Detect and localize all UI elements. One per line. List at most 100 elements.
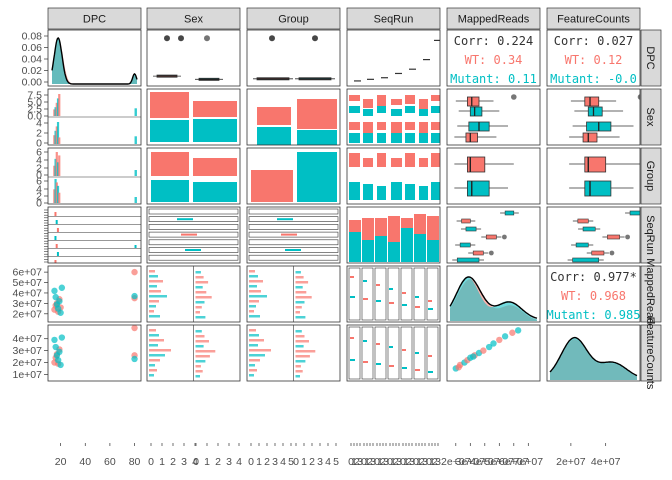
mosaic-tile [251, 170, 293, 202]
hist-bar [295, 330, 302, 333]
mosaic-tile [431, 95, 440, 101]
x-tick-label: 0 [361, 456, 367, 468]
seqrun-bar [362, 218, 374, 240]
seqrun-bar [349, 232, 361, 262]
density-mutant [52, 38, 137, 84]
hist-bar [415, 369, 420, 371]
facet-strip [148, 216, 239, 222]
y-tick-label: 2 [36, 191, 42, 203]
hist-bar [249, 364, 255, 367]
outlier [502, 234, 507, 240]
mosaic-tile [377, 133, 386, 143]
y-tick-label: 4 [36, 155, 42, 167]
point-mutant [485, 343, 493, 351]
panel-frame [246, 265, 341, 323]
hist-bar [134, 197, 137, 203]
hist-bar [249, 275, 258, 278]
facet-strip [374, 267, 387, 321]
x-tick-label: 2 [354, 456, 360, 468]
mosaic-tile [405, 106, 415, 113]
mosaic-tile [151, 152, 189, 176]
row-strip-label: SeqRun [644, 215, 656, 255]
x-tick-label: 4 [236, 456, 242, 468]
hist-bar [295, 350, 316, 353]
panel-frame [446, 88, 541, 146]
point-wt [131, 325, 138, 332]
hist-bar [58, 155, 61, 176]
box [466, 96, 480, 107]
facet-strip [426, 326, 439, 380]
panel-frame [446, 206, 541, 264]
hist-bar [295, 296, 312, 299]
hist-bar [56, 228, 59, 232]
hist-bar [249, 315, 260, 318]
mosaic-tile [377, 186, 386, 200]
seqrun-seqrun-bars [349, 214, 439, 262]
hist-bar [376, 300, 381, 302]
corr-overall: Corr: 0.224 [454, 34, 533, 48]
hist-bar [55, 182, 58, 203]
hist-bar [195, 360, 206, 363]
mosaic-tile [181, 233, 197, 236]
hist-bar [149, 344, 158, 347]
mosaic-tile [377, 122, 386, 130]
hist-bar [350, 337, 354, 339]
column-strip [446, 7, 541, 30]
panel-frame [346, 147, 441, 205]
y-tick-label: 6 [36, 147, 42, 159]
mosaic-tile [285, 249, 301, 251]
corr-mutant: Mutant: 0.985 [547, 308, 641, 322]
hist-bar [55, 152, 58, 176]
hist-bar [376, 363, 381, 365]
hist-bar [58, 137, 61, 144]
x-tick-label: 1 [364, 456, 370, 468]
box [591, 250, 605, 256]
hist-bar [389, 365, 394, 367]
x-tick-label: 2 [380, 456, 386, 468]
x-tick-label: 0 [193, 456, 199, 468]
hist-bar [149, 280, 163, 283]
mosaic-tile [391, 99, 402, 105]
panel-frame [546, 147, 641, 205]
y-tick-label: 4e+07 [13, 287, 43, 299]
x-tick-label: 2 [309, 456, 315, 468]
x-tick-label: 6e+07 [499, 456, 529, 468]
point-wt [480, 347, 487, 354]
sex-seqrun-mosaic [349, 95, 440, 143]
mosaic-tile [431, 122, 440, 130]
seqrun-box-5 [567, 210, 640, 263]
x-tick-label: 2 [406, 456, 412, 468]
dpc-sex-boxplot [153, 35, 223, 81]
mosaic-tile [151, 180, 189, 202]
hist-bar [295, 365, 301, 368]
mosaic-tile [281, 233, 297, 236]
mosaic-tile [405, 153, 415, 167]
panel-frame [146, 324, 241, 382]
seqrun-mosaic-1 [148, 208, 239, 261]
hist-bar [389, 302, 394, 304]
mosaic-tile [150, 120, 189, 142]
hist-bar [149, 310, 154, 313]
y-tick-label: 7.5 [27, 90, 42, 102]
row-strip-label: Group [644, 161, 656, 192]
hist-bar [53, 165, 56, 176]
y-tick-label: 4 [36, 118, 42, 130]
panel-frame [146, 206, 241, 264]
box [456, 257, 480, 263]
box [461, 218, 471, 224]
x-tick-label: 5 [333, 456, 339, 468]
column-strip-label: MappedReads [458, 14, 530, 26]
hist-bar [149, 315, 160, 318]
panel-frame [47, 265, 142, 323]
outlier [488, 250, 494, 256]
box [577, 218, 589, 224]
mosaic-tile [363, 122, 373, 133]
corr-wt: WT: 0.968 [561, 289, 626, 303]
row-strip-label: FeatureCounts [644, 317, 656, 390]
column-strip [346, 7, 441, 30]
column-strip [47, 7, 142, 30]
panel-frame [346, 29, 441, 87]
seqrun-dpc-histogram [48, 212, 141, 263]
hist-bar [195, 311, 200, 314]
outlier [625, 234, 630, 240]
